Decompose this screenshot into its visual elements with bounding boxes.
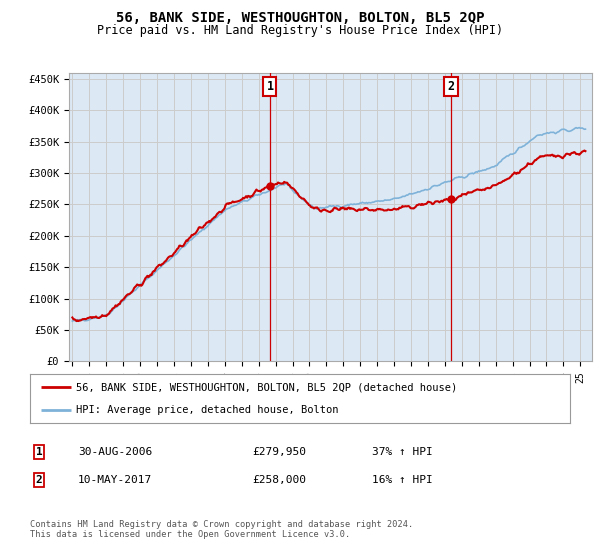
Text: 37% ↑ HPI: 37% ↑ HPI [372,447,433,458]
Text: 10-MAY-2017: 10-MAY-2017 [78,475,152,485]
Text: 1: 1 [35,447,43,458]
Text: 2: 2 [448,80,455,93]
Text: HPI: Average price, detached house, Bolton: HPI: Average price, detached house, Bolt… [76,405,338,416]
Text: £258,000: £258,000 [252,475,306,485]
Text: £279,950: £279,950 [252,447,306,458]
Text: 1: 1 [266,80,274,93]
Text: 30-AUG-2006: 30-AUG-2006 [78,447,152,458]
Text: 56, BANK SIDE, WESTHOUGHTON, BOLTON, BL5 2QP (detached house): 56, BANK SIDE, WESTHOUGHTON, BOLTON, BL5… [76,382,457,393]
Text: 16% ↑ HPI: 16% ↑ HPI [372,475,433,485]
Text: Contains HM Land Registry data © Crown copyright and database right 2024.
This d: Contains HM Land Registry data © Crown c… [30,520,413,539]
Text: 2: 2 [35,475,43,485]
Text: 56, BANK SIDE, WESTHOUGHTON, BOLTON, BL5 2QP: 56, BANK SIDE, WESTHOUGHTON, BOLTON, BL5… [116,11,484,25]
Text: Price paid vs. HM Land Registry's House Price Index (HPI): Price paid vs. HM Land Registry's House … [97,24,503,37]
